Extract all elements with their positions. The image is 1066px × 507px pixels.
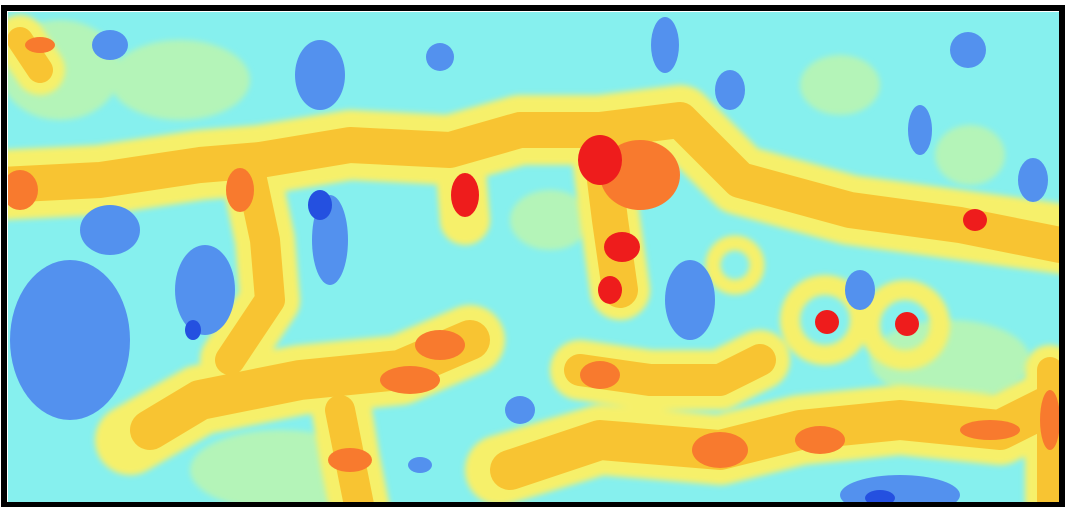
heat-field <box>8 12 1060 502</box>
blue-patches <box>10 17 1048 502</box>
green-halos <box>8 20 1030 502</box>
dark-blue-spots <box>185 190 895 502</box>
frame <box>1 5 1065 507</box>
red-spots <box>451 135 987 336</box>
